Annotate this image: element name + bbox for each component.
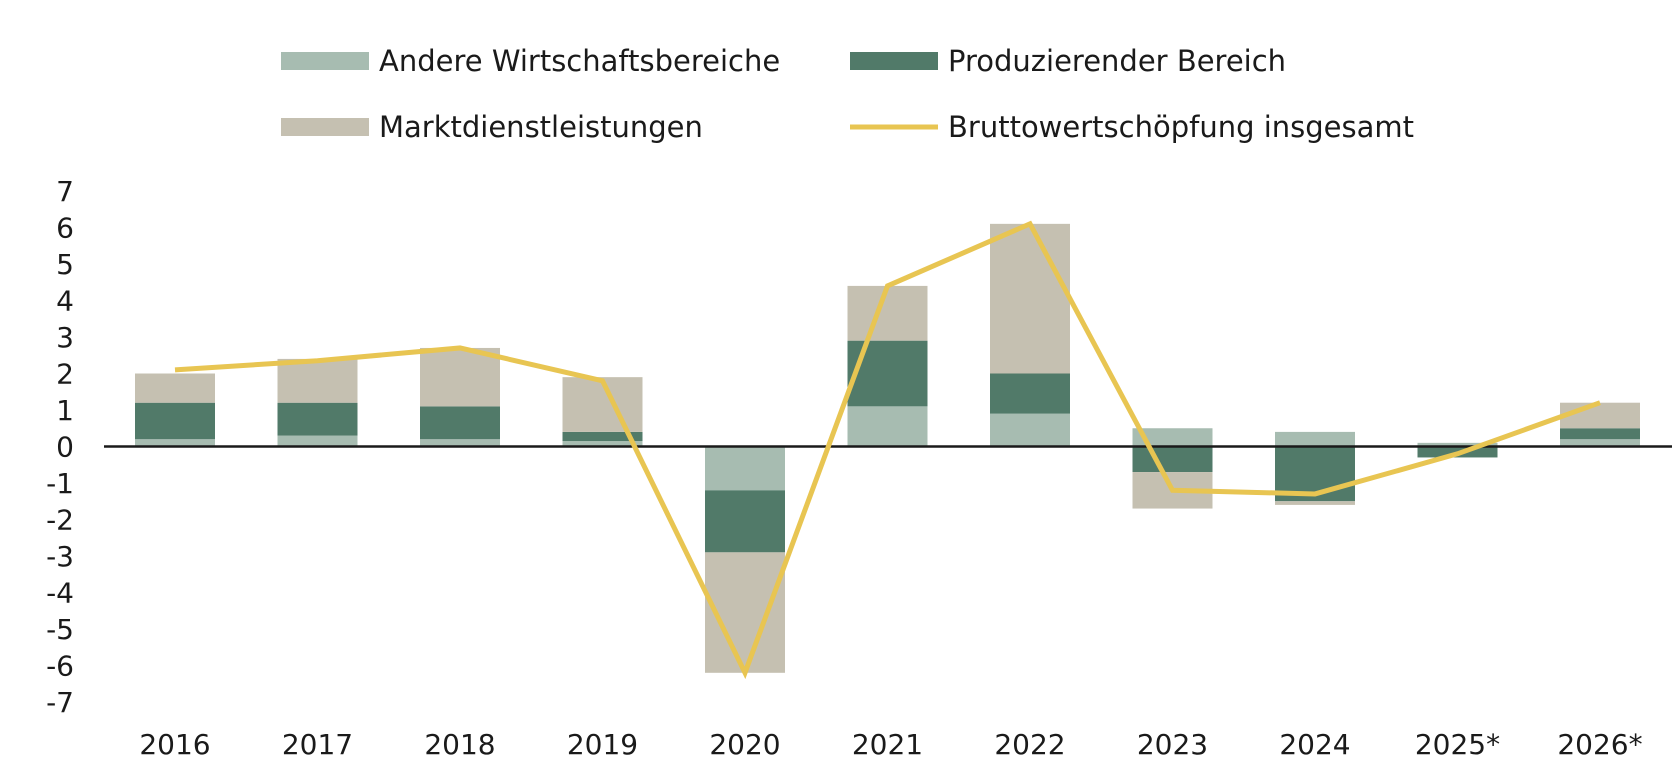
bars — [135, 223, 1640, 673]
line-series-path — [174, 220, 1601, 680]
bar-segment — [420, 406, 500, 440]
y-tick-label: -7 — [46, 686, 74, 719]
y-tick-label: -3 — [46, 540, 74, 573]
x-tick-label: 2017 — [282, 728, 353, 761]
bar-segment — [1417, 442, 1498, 447]
bar-segment — [990, 223, 1070, 374]
bar-segment — [1275, 431, 1355, 447]
bar-segment — [705, 446, 785, 491]
legend-swatch-produzierender — [850, 52, 938, 70]
x-tick-label: 2026* — [1557, 728, 1642, 761]
x-tick-label: 2022 — [994, 728, 1065, 761]
y-tick-label: 6 — [56, 212, 74, 245]
y-tick-label: 7 — [56, 175, 74, 208]
bar-segment — [1560, 439, 1640, 447]
y-tick-label: -5 — [46, 613, 74, 646]
legend-item-produzierender: Produzierender Bereich — [850, 44, 1286, 78]
legend-swatch-markt — [281, 118, 369, 136]
legend: Andere Wirtschaftsbereiche Produzierende… — [281, 44, 1414, 144]
x-tick-label: 2018 — [424, 728, 495, 761]
y-tick-label: -4 — [46, 577, 74, 610]
bar-segment — [990, 413, 1070, 447]
y-axis: 7 65 43 21 0-1 -2-3 -4-5 -6-7 — [46, 175, 74, 719]
y-tick-label: 0 — [56, 431, 74, 464]
legend-label-andere: Andere Wirtschaftsbereiche — [379, 44, 780, 78]
legend-label-produzierender: Produzierender Bereich — [948, 44, 1286, 78]
bar-segment — [705, 490, 785, 553]
y-tick-label: 5 — [56, 248, 74, 281]
bar-segment — [135, 439, 215, 447]
bar-segment — [562, 441, 643, 447]
bar-segment — [847, 340, 928, 407]
bar-segment — [847, 285, 928, 341]
bar-segment — [1275, 501, 1355, 505]
line-series — [174, 220, 1601, 680]
bar-segment — [1560, 428, 1640, 440]
legend-item-markt: Marktdienstleistungen — [281, 110, 703, 144]
x-tick-label: 2020 — [709, 728, 780, 761]
y-tick-label: -6 — [46, 650, 74, 683]
legend-label-brutto: Bruttowertschöpfung insgesamt — [948, 110, 1414, 144]
x-tick-label: 2021 — [852, 728, 923, 761]
x-tick-label: 2025* — [1415, 728, 1500, 761]
bar-segment — [420, 347, 500, 407]
bar-segment — [135, 402, 215, 440]
x-tick-label: 2024 — [1279, 728, 1350, 761]
bar-segment — [420, 439, 500, 447]
x-tick-label: 2019 — [567, 728, 638, 761]
bar-segment — [277, 358, 358, 403]
legend-item-andere: Andere Wirtschaftsbereiche — [281, 44, 780, 78]
x-tick-label: 2016 — [139, 728, 210, 761]
legend-item-brutto: Bruttowertschöpfung insgesamt — [850, 110, 1414, 144]
bar-segment — [1560, 402, 1640, 429]
legend-swatch-andere — [281, 52, 369, 70]
x-tick-label: 2023 — [1137, 728, 1208, 761]
bar-segment — [277, 435, 358, 447]
y-tick-label: 1 — [56, 394, 74, 427]
y-tick-label: 3 — [56, 321, 74, 354]
bar-segment — [277, 402, 358, 436]
y-tick-label: 2 — [56, 358, 74, 391]
y-tick-label: -1 — [46, 467, 74, 500]
x-axis: 2016 2017 2018 2019 2020 2021 2022 2023 2024 2025… — [139, 728, 1642, 761]
bar-segment — [1132, 446, 1213, 473]
bar-segment — [135, 373, 215, 403]
bar-segment — [847, 406, 928, 447]
y-tick-label: -2 — [46, 504, 74, 537]
y-tick-label: 4 — [56, 285, 74, 318]
bar-segment — [1132, 428, 1213, 447]
bar-segment — [990, 373, 1070, 414]
bar-segment — [562, 431, 643, 442]
legend-label-markt: Marktdienstleistungen — [379, 110, 703, 144]
